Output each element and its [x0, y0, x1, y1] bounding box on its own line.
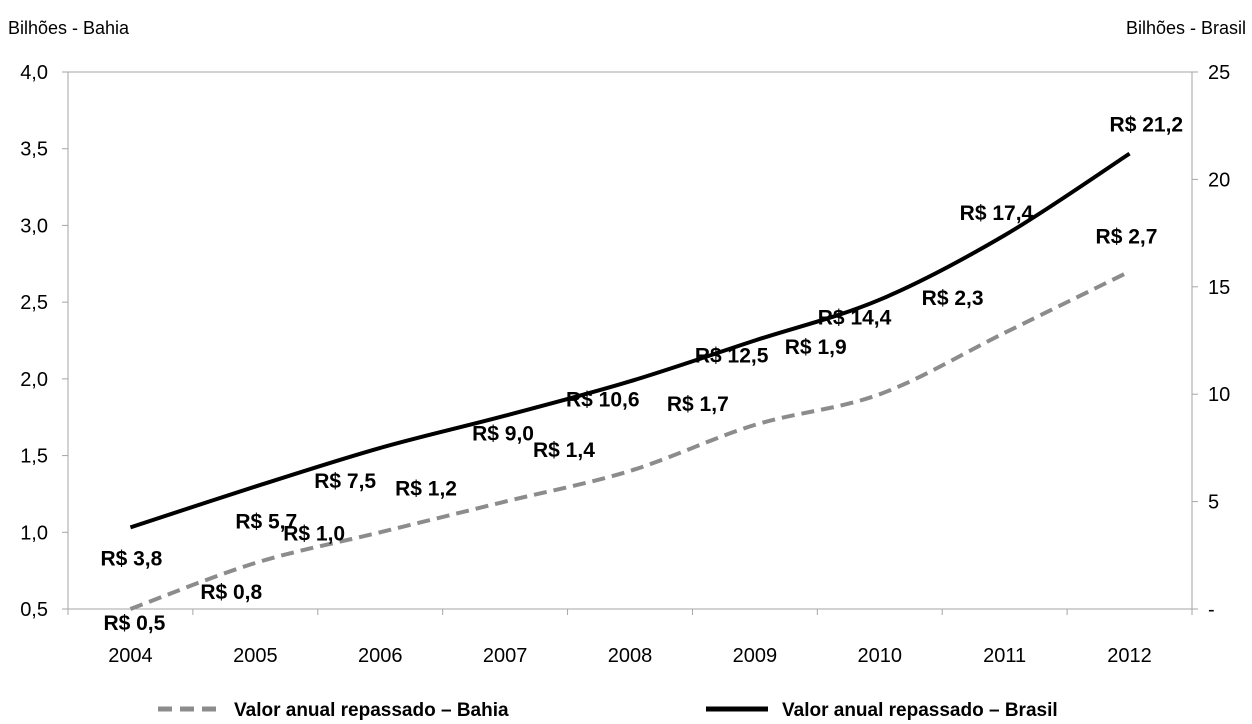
left-tick-label: 4,0 — [20, 62, 48, 84]
right-tick-label: 5 — [1208, 492, 1219, 514]
bahia-data-label: R$ 1,2 — [395, 478, 457, 501]
bahia-series-line — [129, 269, 1131, 611]
right-tick-label: 10 — [1208, 384, 1230, 406]
x-tick-label: 2011 — [983, 645, 1026, 667]
brasil-series-line — [129, 151, 1131, 530]
data-labels: R$ 0,5 R$ 0,8 R$ 1,0 R$ 1,2 R$ 1,4 R$ 1,7 R$ 1… — [100, 114, 1183, 635]
bahia-data-label: R$ 2,7 — [1096, 225, 1158, 248]
left-axis-ticks: 0,5 1,0 1,5 2,0 2,5 3,0 3,5 4,0 — [20, 62, 68, 621]
brasil-data-label: R$ 9,0 — [472, 423, 534, 446]
bahia-data-label: R$ 1,4 — [533, 439, 595, 462]
brasil-data-label: R$ 3,8 — [100, 547, 162, 570]
left-tick-label: 2,5 — [20, 292, 48, 314]
left-tick-label: 0,5 — [20, 599, 48, 621]
x-tick-label: 2007 — [483, 645, 528, 667]
x-tick-label: 2009 — [733, 645, 778, 667]
right-tick-label: - — [1208, 599, 1215, 621]
left-tick-label: 1,0 — [20, 522, 48, 544]
brasil-data-label: R$ 17,4 — [960, 202, 1034, 225]
brasil-data-label: R$ 7,5 — [314, 470, 376, 493]
legend: Valor anual repassado – Bahia Valor anual… — [158, 700, 1058, 721]
brasil-data-label: R$ 21,2 — [1110, 114, 1184, 137]
x-axis-ticks: 2004 2005 2006 2007 2008 2009 2010 2011 2012 — [67, 609, 1193, 667]
brasil-data-label: R$ 10,6 — [566, 388, 640, 411]
left-axis-title: Bilhões - Bahia — [8, 18, 130, 38]
right-axis-title: Bilhões - Brasil — [1126, 18, 1246, 38]
right-tick-label: 15 — [1208, 277, 1230, 299]
left-tick-label: 2,0 — [20, 369, 48, 391]
bahia-data-label: R$ 1,7 — [667, 393, 729, 416]
right-axis-ticks: - 5 10 15 20 25 — [1192, 62, 1230, 621]
bahia-data-label: R$ 1,0 — [283, 522, 345, 545]
brasil-data-label: R$ 5,7 — [235, 511, 297, 534]
left-tick-label: 3,0 — [20, 215, 48, 237]
x-tick-label: 2012 — [1107, 645, 1152, 667]
x-tick-label: 2005 — [233, 645, 278, 667]
legend-label-brasil: Valor anual repassado – Brasil — [782, 700, 1058, 721]
x-tick-label: 2004 — [108, 645, 153, 667]
bahia-data-label: R$ 0,8 — [200, 581, 262, 604]
bahia-data-label: R$ 1,9 — [785, 336, 847, 359]
x-tick-label: 2010 — [858, 645, 903, 667]
bahia-data-label: R$ 0,5 — [103, 612, 165, 635]
plot-area — [67, 71, 1193, 610]
x-tick-label: 2008 — [608, 645, 653, 667]
brasil-data-label: R$ 12,5 — [695, 345, 769, 368]
left-tick-label: 1,5 — [20, 446, 48, 468]
bahia-data-label: R$ 2,3 — [922, 287, 984, 310]
left-tick-label: 3,5 — [20, 139, 48, 161]
x-tick-label: 2006 — [358, 645, 403, 667]
right-tick-label: 20 — [1208, 169, 1230, 191]
brasil-data-label: R$ 14,4 — [818, 307, 892, 330]
series-lines — [129, 151, 1131, 611]
legend-label-bahia: Valor anual repassado – Bahia — [234, 700, 509, 721]
right-tick-label: 25 — [1208, 62, 1230, 84]
